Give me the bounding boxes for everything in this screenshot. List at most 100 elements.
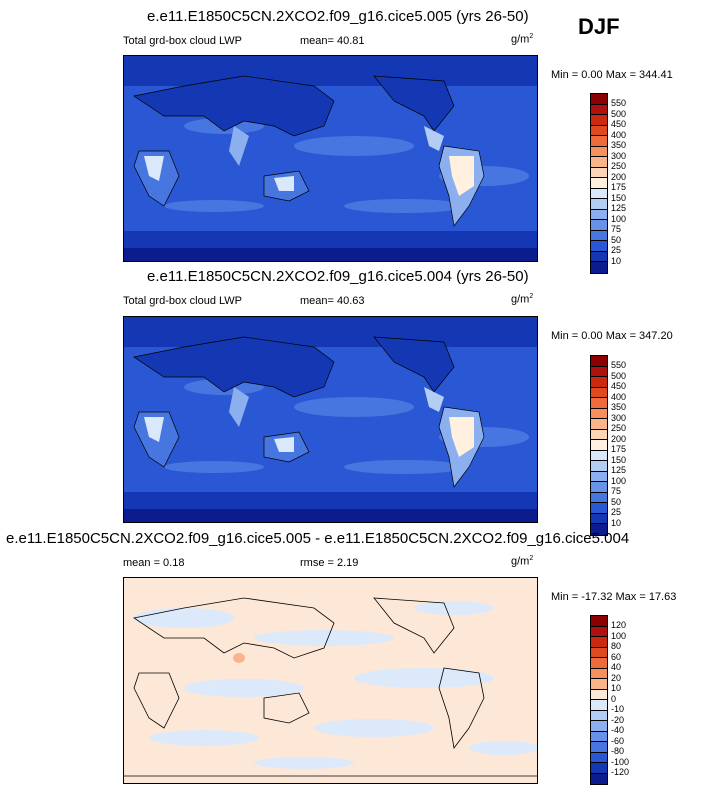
- colorbar-tick-label: 10: [611, 255, 622, 266]
- colorbar-tick-label: 300: [611, 150, 627, 161]
- colorbar-swatch: [591, 398, 607, 409]
- panel-3-minmax: Min = -17.32 Max = 17.63: [551, 591, 677, 603]
- panel-3-rmse: rmse = 2.19: [300, 557, 359, 569]
- colorbar-tick-label: 10: [611, 517, 622, 528]
- colorbar-swatch: [591, 104, 607, 115]
- colorbar-tick-label: 150: [611, 454, 627, 465]
- colorbar-tick-label: 10: [611, 683, 622, 693]
- colorbar-tick-label: 100: [611, 213, 627, 224]
- colorbar-tick-label: 250: [611, 161, 627, 171]
- panel-3-colorbar: [590, 615, 608, 785]
- panel-3-units: g/m2: [511, 555, 534, 568]
- colorbar-swatch: [591, 377, 607, 388]
- colorbar-swatch: [591, 721, 607, 732]
- colorbar-tick-label: 125: [611, 203, 627, 213]
- colorbar-tick-label: 120: [611, 620, 627, 630]
- colorbar-tick-label: 400: [611, 129, 627, 140]
- colorbar-swatch: [591, 230, 607, 241]
- colorbar-tick-label: 250: [611, 423, 627, 433]
- colorbar-tick-label: 0: [611, 693, 617, 704]
- colorbar-swatch: [591, 616, 607, 627]
- panel-2-mean: mean= 40.63: [300, 295, 365, 307]
- panel-3-map-svg: [124, 578, 537, 783]
- colorbar-tick-label: 550: [611, 360, 627, 370]
- colorbar-swatch: [591, 689, 607, 700]
- colorbar-tick-label: 200: [611, 433, 627, 444]
- colorbar-swatch: [591, 262, 607, 273]
- colorbar-swatch: [591, 752, 607, 763]
- colorbar-swatch: [591, 503, 607, 514]
- colorbar-swatch: [591, 471, 607, 482]
- panel-2-title: e.e11.E1850C5CN.2XCO2.f09_g16.cice5.004 …: [147, 268, 529, 285]
- colorbar-swatch: [591, 178, 607, 189]
- colorbar-tick-label: 300: [611, 412, 627, 423]
- colorbar-tick-label: 100: [611, 475, 627, 486]
- colorbar-swatch: [591, 731, 607, 742]
- panel-2-units: g/m2: [511, 293, 534, 306]
- colorbar-tick-label: -10: [611, 704, 625, 714]
- colorbar-swatch: [591, 763, 607, 774]
- panel-1-minmax: Min = 0.00 Max = 344.41: [551, 69, 673, 81]
- colorbar-swatch: [591, 492, 607, 503]
- colorbar-tick-label: -80: [611, 746, 625, 756]
- colorbar-swatch: [591, 94, 607, 105]
- colorbar-swatch: [591, 146, 607, 157]
- colorbar-swatch: [591, 251, 607, 262]
- colorbar-tick-label: -120: [611, 767, 630, 777]
- colorbar-tick-label: 450: [611, 119, 627, 129]
- colorbar-swatch: [591, 679, 607, 690]
- colorbar-tick-label: 400: [611, 391, 627, 402]
- colorbar-tick-label: 125: [611, 465, 627, 475]
- colorbar-tick-label: 25: [611, 245, 622, 255]
- panel-1-variable-label: Total grd-box cloud LWP: [123, 35, 243, 47]
- colorbar-tick-label: 50: [611, 234, 622, 245]
- panel-2-minmax: Min = 0.00 Max = 347.20: [551, 330, 673, 342]
- season-label: DJF: [578, 14, 620, 39]
- colorbar-swatch: [591, 387, 607, 398]
- colorbar-swatch: [591, 125, 607, 136]
- colorbar-swatch: [591, 658, 607, 669]
- colorbar-swatch: [591, 408, 607, 419]
- colorbar-swatch: [591, 524, 607, 535]
- colorbar-tick-label: 175: [611, 182, 627, 192]
- colorbar-tick-label: 350: [611, 402, 627, 412]
- colorbar-swatch: [591, 700, 607, 711]
- colorbar-tick-label: 75: [611, 486, 622, 496]
- colorbar-tick-label: -60: [611, 735, 625, 746]
- panel-2-map-svg: [124, 317, 537, 522]
- panel-1-map-svg: [124, 56, 537, 261]
- colorbar-swatch: [591, 710, 607, 721]
- colorbar-swatch: [591, 188, 607, 199]
- colorbar-swatch: [591, 419, 607, 430]
- colorbar-tick-label: 80: [611, 641, 622, 651]
- colorbar-tick-label: 75: [611, 224, 622, 234]
- colorbar-swatch: [591, 220, 607, 231]
- colorbar-swatch: [591, 209, 607, 220]
- colorbar-tick-label: 550: [611, 98, 627, 108]
- colorbar-tick-label: 40: [611, 662, 622, 672]
- colorbar-swatch: [591, 742, 607, 753]
- colorbar-swatch: [591, 136, 607, 147]
- colorbar-swatch: [591, 199, 607, 210]
- panel-3-map: [123, 577, 538, 784]
- colorbar-tick-label: 175: [611, 444, 627, 454]
- panel-1-units: g/m2: [511, 33, 534, 46]
- colorbar-tick-label: 20: [611, 672, 622, 683]
- panel-2-map: [123, 316, 538, 523]
- colorbar-swatch: [591, 356, 607, 367]
- panel-2-variable-label: Total grd-box cloud LWP: [123, 295, 243, 307]
- colorbar-swatch: [591, 647, 607, 658]
- colorbar-swatch: [591, 626, 607, 637]
- colorbar-swatch: [591, 241, 607, 252]
- colorbar-tick-label: 25: [611, 507, 622, 517]
- colorbar-swatch: [591, 668, 607, 679]
- colorbar-swatch: [591, 513, 607, 524]
- colorbar-tick-label: 200: [611, 171, 627, 182]
- colorbar-tick-label: 500: [611, 370, 627, 381]
- panel-1-title: e.e11.E1850C5CN.2XCO2.f09_g16.cice5.005 …: [147, 8, 529, 25]
- colorbar-swatch: [591, 450, 607, 461]
- colorbar-tick-label: -100: [611, 756, 630, 767]
- panel-3-title: e.e11.E1850C5CN.2XCO2.f09_g16.cice5.005 …: [6, 530, 630, 547]
- panel-1-map: [123, 55, 538, 262]
- colorbar-swatch: [591, 366, 607, 377]
